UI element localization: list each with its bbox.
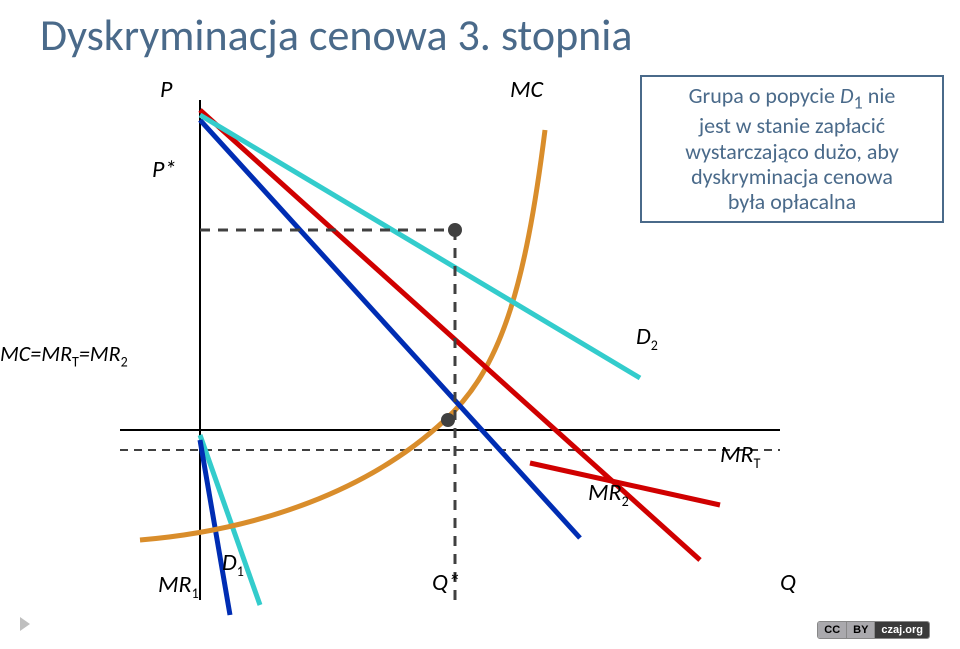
bullet-icon <box>20 617 30 631</box>
cc-label: CC <box>818 622 846 638</box>
label-Pstar: P* <box>152 155 176 184</box>
annotation-line: wystarczająco dużo, aby <box>652 139 932 164</box>
line-MR2 <box>200 120 580 538</box>
label-MR2: MR2 <box>588 478 629 510</box>
label-P: P <box>160 75 172 104</box>
label-MR1: MR1 <box>158 570 199 602</box>
annotation-line: była opłacalna <box>652 189 932 214</box>
annotation-line: Grupa o popycie D1 nie <box>652 83 932 113</box>
annotation-box: Grupa o popycie D1 nie jest w stanie zap… <box>640 75 944 223</box>
cc-badge: CC BY czaj.org <box>817 621 930 639</box>
chart-container: P P* MC MC=MRT=MR2 D2 MRT MR2 MR1 D1 Q* … <box>0 60 960 620</box>
label-MC-MR: MC=MRT=MR2 <box>0 340 128 370</box>
slide-title: Dyskryminacja cenowa 3. stopnia <box>40 8 632 62</box>
annotation-line: jest w stanie zapłacić <box>652 113 932 138</box>
point-upper <box>448 223 462 237</box>
label-D1: D1 <box>222 548 244 580</box>
label-D2: D2 <box>636 322 658 354</box>
by-label: BY <box>846 622 874 638</box>
slide-root: Dyskryminacja cenowa 3. stopnia <box>0 0 960 649</box>
footer-license: CC BY czaj.org <box>817 621 930 639</box>
label-MRT: MRT <box>720 440 760 472</box>
annotation-line: dyskryminacja cenowa <box>652 164 932 189</box>
site-label: czaj.org <box>874 622 929 638</box>
label-Qstar: Q* <box>432 568 460 597</box>
line-D2 <box>200 115 640 378</box>
point-lower <box>441 413 455 427</box>
label-Q: Q <box>780 568 796 597</box>
label-MC: MC <box>510 75 543 104</box>
